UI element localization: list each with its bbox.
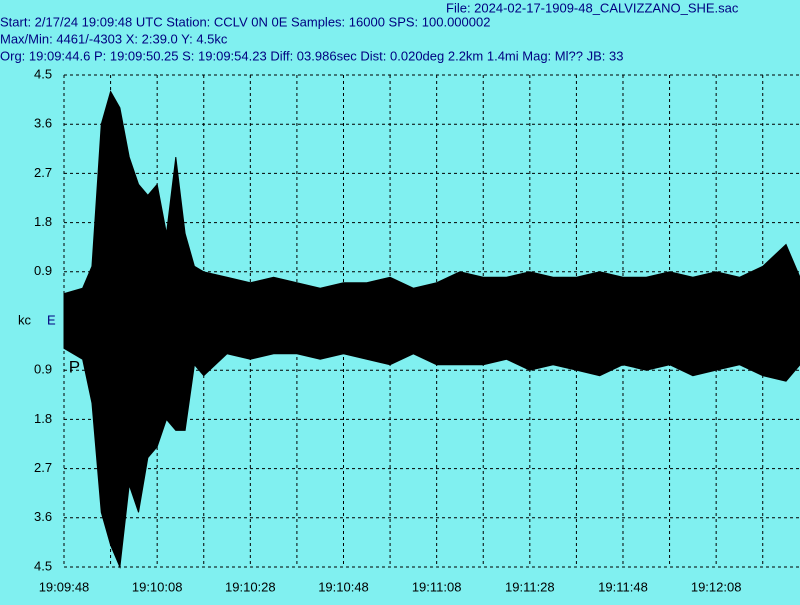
y-tick-label: 3.6 (34, 116, 52, 131)
start-info: Start: 2/17/24 19:09:48 UTC Station: CCL… (0, 14, 490, 29)
y-tick-label: 4.5 (34, 558, 52, 573)
y-tick-label: 1.8 (34, 214, 52, 229)
x-tick-label: 19:12:08 (691, 579, 742, 594)
x-tick-label: 19:11:08 (412, 579, 462, 594)
y-tick-label: 2.7 (34, 165, 52, 180)
x-tick-label: 19:09:48 (39, 579, 90, 594)
y-tick-label: 3.6 (34, 509, 52, 524)
channel-label: E (47, 312, 56, 327)
y-tick-label: 2.7 (34, 460, 52, 475)
y-tick-label: 0.9 (34, 263, 52, 278)
origin-info: Org: 19:09:44.6 P: 19:09:50.25 S: 19:09:… (0, 48, 623, 63)
waveform-envelope (63, 90, 800, 322)
y-tick-label: 4.5 (34, 66, 52, 81)
max-min-info: Max/Min: 4461/-4303 X: 2:39.0 Y: 4.5kc (0, 31, 228, 46)
y-unit: kc (18, 312, 32, 327)
y-tick-label: 0.9 (34, 362, 52, 377)
x-tick-label: 19:10:28 (225, 579, 276, 594)
x-tick-label: 19:10:48 (318, 579, 369, 594)
file-name: File: 2024-02-17-1909-48_CALVIZZANO_SHE.… (446, 0, 739, 15)
y-tick-label: 1.8 (34, 411, 52, 426)
x-tick-label: 19:11:28 (505, 579, 555, 594)
phase-marker: P (69, 357, 80, 376)
x-tick-label: 19:10:08 (132, 579, 183, 594)
waveform-envelope (63, 320, 800, 569)
x-tick-label: 19:11:48 (598, 579, 648, 594)
